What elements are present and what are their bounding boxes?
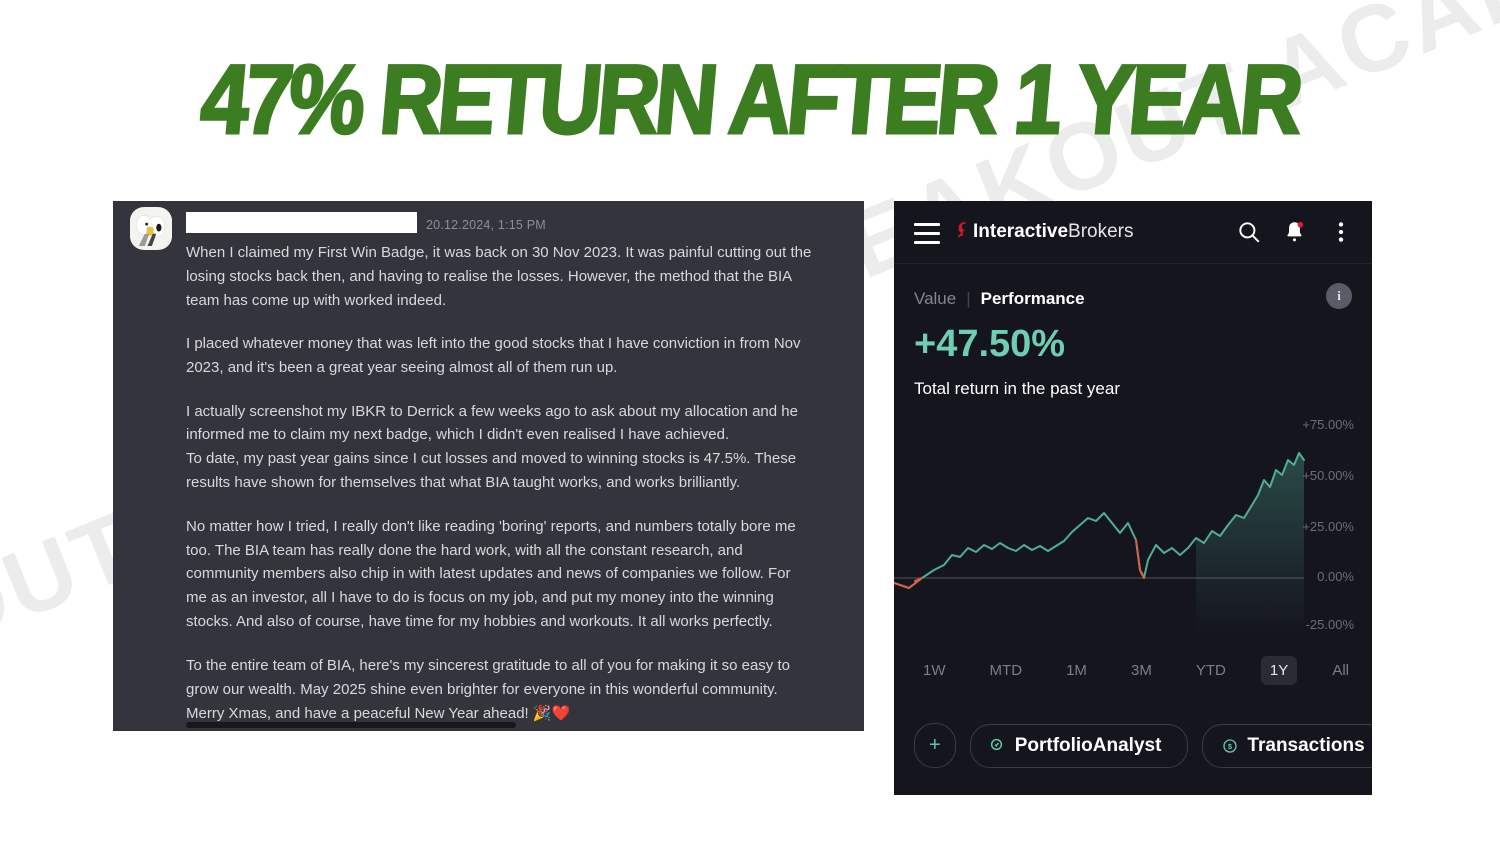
svg-text:$: $: [1228, 742, 1233, 751]
